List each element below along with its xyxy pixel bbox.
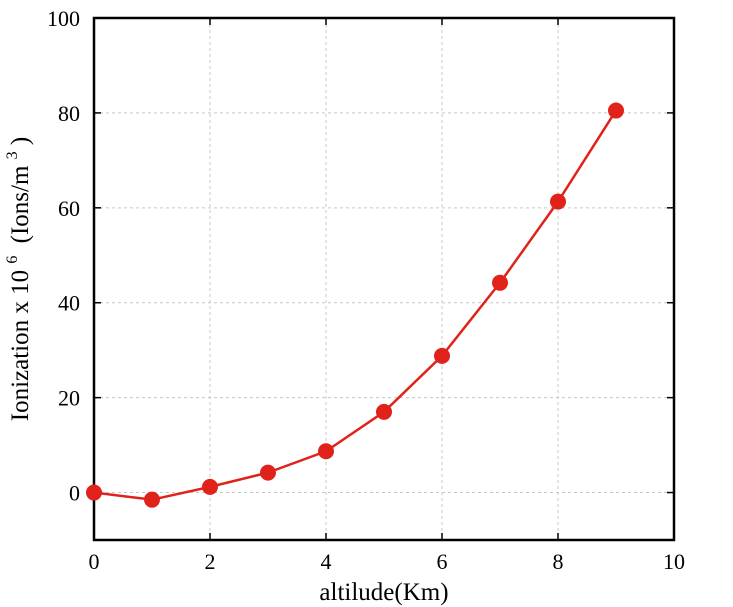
y-tick-label: 20 xyxy=(58,386,80,411)
data-point xyxy=(318,443,334,460)
x-axis-title: altilude(Km) xyxy=(319,579,448,606)
data-point xyxy=(376,403,392,420)
y-tick-label: 80 xyxy=(58,101,80,126)
data-point xyxy=(608,102,624,119)
grid-lines xyxy=(94,18,674,540)
x-tick-label: 2 xyxy=(205,549,216,574)
series-line xyxy=(93,109,618,501)
y-tick-label: 60 xyxy=(58,196,80,221)
data-point xyxy=(550,193,566,210)
y-axis-title-exponent: 6 xyxy=(4,256,21,264)
x-tick-label: 6 xyxy=(437,549,448,574)
axis-ticks xyxy=(93,17,675,540)
plot-frame xyxy=(92,16,676,542)
data-point xyxy=(86,484,102,501)
y-axis-title-unit-close: ) xyxy=(7,137,34,145)
y-tick-label: 100 xyxy=(47,6,80,31)
data-point xyxy=(260,464,276,481)
data-point xyxy=(434,347,450,364)
y-axis-title: Ionization x 10 6 (Ions/m 3 ) xyxy=(0,137,34,421)
x-tick-label: 0 xyxy=(89,549,100,574)
data-point xyxy=(492,274,508,291)
data-point xyxy=(144,491,160,508)
series-layer xyxy=(86,102,624,508)
x-tick-label: 4 xyxy=(321,549,332,574)
data-point xyxy=(202,478,218,495)
y-axis-title-unit-exponent: 3 xyxy=(4,151,21,159)
y-axis-title-main: Ionization x 10 xyxy=(7,270,34,421)
y-axis-title-unit-open: (Ions/m xyxy=(7,165,34,243)
x-tick-label: 8 xyxy=(553,549,564,574)
x-tick-label: 10 xyxy=(663,549,685,574)
y-tick-label: 0 xyxy=(69,481,80,506)
y-tick-label: 40 xyxy=(58,291,80,316)
